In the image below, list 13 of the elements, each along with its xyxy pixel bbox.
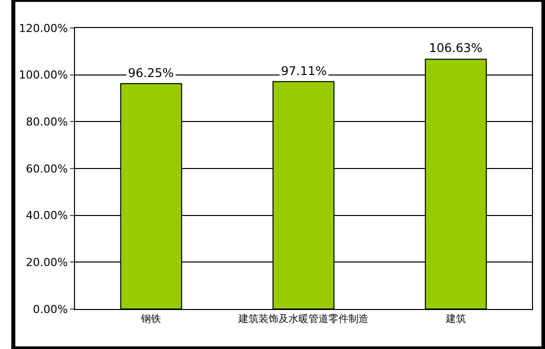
x-tick-label: 建筑装饰及水暖管道零件制造 <box>238 313 368 325</box>
data-label: 96.25% <box>128 66 174 80</box>
y-tick-label: 20.00% <box>26 256 68 270</box>
y-tick-label: 0.00% <box>32 302 68 316</box>
y-tick-label: 40.00% <box>26 209 68 222</box>
y-tick-label: 80.00% <box>26 116 68 129</box>
data-label: 97.11% <box>281 64 327 78</box>
y-tick-label: 120.00% <box>18 22 68 35</box>
y-tick-label: 60.00% <box>26 162 68 176</box>
data-label: 106.63% <box>429 41 482 55</box>
x-tick-label: 钢铁 <box>140 313 162 325</box>
y-tick-label: 100.00% <box>18 68 68 82</box>
x-tick-label: 建筑 <box>444 313 466 325</box>
